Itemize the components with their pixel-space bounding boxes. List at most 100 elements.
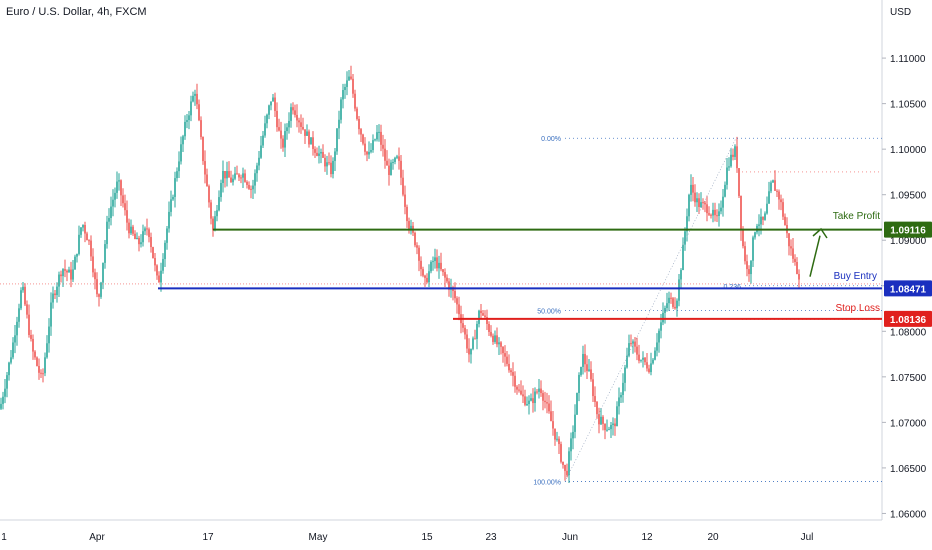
candle-body: [414, 232, 416, 246]
candle-body: [232, 178, 234, 183]
stop-loss-price-badge: [884, 310, 932, 327]
candle-body: [614, 423, 616, 427]
candle-body: [94, 272, 96, 280]
candle-body: [256, 165, 258, 174]
take-profit-price-text: 1.09116: [890, 226, 926, 237]
candle-body: [616, 406, 618, 427]
candle-body: [730, 154, 732, 167]
candle-body: [600, 416, 602, 425]
candle-body: [64, 269, 66, 271]
candle-body: [302, 126, 304, 130]
x-tick-label: May: [309, 532, 328, 543]
candle-body: [550, 411, 552, 422]
candle-body: [712, 209, 714, 216]
candle-body: [12, 342, 14, 358]
candle-body: [724, 184, 726, 197]
candle-body: [358, 118, 360, 130]
candle-body: [384, 148, 386, 161]
candle-body: [596, 401, 598, 415]
candle-body: [304, 129, 306, 136]
y-tick-label: 1.10500: [890, 100, 927, 111]
candle-body: [374, 139, 376, 141]
candle-body: [426, 277, 428, 283]
candle-body: [6, 375, 8, 389]
candle-body: [492, 335, 494, 342]
y-tick-label: 1.11000: [890, 54, 926, 65]
candle-body: [236, 173, 238, 175]
candle-body: [524, 396, 526, 405]
candle-body: [74, 256, 76, 270]
candle-body: [378, 131, 380, 133]
candle-body: [88, 240, 90, 242]
candle-body: [170, 199, 172, 212]
candle-body: [48, 326, 50, 344]
candle-body: [144, 228, 146, 232]
candle-body: [572, 431, 574, 439]
candle-body: [190, 101, 192, 116]
candle-body: [38, 365, 40, 373]
candle-body: [708, 213, 710, 215]
candle-body: [82, 224, 84, 228]
candle-body: [470, 348, 472, 355]
candle-body: [204, 161, 206, 175]
candle-body: [288, 120, 290, 128]
candle-body: [670, 297, 672, 299]
candle-body: [588, 369, 590, 371]
candle-body: [558, 438, 560, 445]
candle-body: [740, 195, 742, 231]
candle-body: [388, 165, 390, 175]
candle-body: [250, 188, 252, 190]
candle-body: [662, 312, 664, 323]
candle-body: [14, 335, 16, 343]
candle-body: [602, 416, 604, 424]
candle-body: [242, 173, 244, 178]
candle-body: [230, 177, 232, 183]
candle-body: [702, 202, 704, 204]
candle-body: [446, 277, 448, 282]
candle-body: [344, 87, 346, 91]
candle-body: [126, 210, 128, 223]
candle-body: [324, 157, 326, 167]
candle-body: [792, 248, 794, 259]
candle-body: [84, 224, 86, 234]
candle-body: [138, 237, 140, 245]
candle-body: [538, 388, 540, 392]
candle-body: [36, 357, 38, 366]
y-tick-label: 1.06500: [890, 464, 927, 475]
candle-body: [732, 154, 734, 157]
candle-body: [10, 357, 12, 363]
buy-entry-label: Buy Entry: [834, 271, 877, 282]
candle-body: [758, 224, 760, 226]
y-tick-label: 1.09000: [890, 236, 927, 247]
candle-body: [768, 191, 770, 204]
candle-body: [578, 374, 580, 393]
candle-body: [686, 216, 688, 232]
candle-body: [500, 342, 502, 347]
candle-body: [416, 245, 418, 248]
take-profit-price-badge: [884, 221, 932, 238]
candle-body: [748, 269, 750, 275]
candle-body: [56, 286, 58, 296]
candle-body: [160, 270, 162, 283]
candle-body: [122, 195, 124, 204]
candle-body: [218, 197, 220, 211]
candle-body: [418, 247, 420, 261]
candle-body: [590, 369, 592, 380]
candle-body: [158, 275, 160, 283]
candle-body: [140, 242, 142, 245]
candle-body: [754, 232, 756, 238]
candle-body: [436, 257, 438, 269]
candle-body: [244, 173, 246, 182]
candle-body: [40, 372, 42, 374]
candle-body: [290, 107, 292, 121]
candle-body: [328, 162, 330, 164]
candle-body: [592, 379, 594, 397]
candle-body: [366, 151, 368, 155]
candle-body: [638, 354, 640, 361]
candle-body: [334, 151, 336, 161]
candle-body: [240, 177, 242, 179]
candle-body: [736, 146, 738, 169]
candle-body: [458, 304, 460, 315]
